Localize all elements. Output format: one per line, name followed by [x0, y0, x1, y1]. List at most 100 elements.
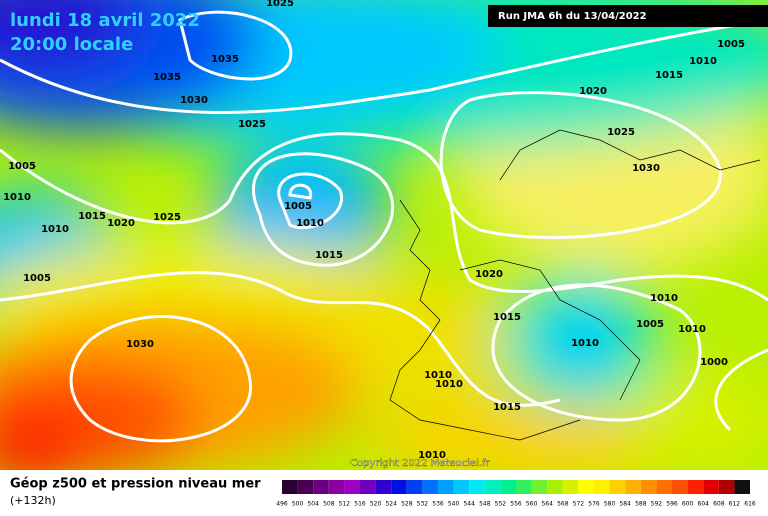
isobars	[0, 10, 768, 443]
footer-lead: (+132h)	[10, 494, 56, 507]
legend-swatch	[406, 480, 423, 494]
legend-swatch	[391, 480, 407, 494]
legend-label: 568	[557, 501, 569, 508]
legend-swatch	[562, 480, 579, 494]
legend-label: 536	[432, 501, 444, 508]
legend-label: 532	[417, 501, 429, 508]
legend-label: 512	[339, 501, 351, 508]
coastlines	[389, 129, 761, 441]
legend-label: 552	[495, 501, 507, 508]
isobar-label: 1015	[655, 70, 683, 81]
legend-swatch	[297, 480, 314, 494]
isobar-label: 1005	[8, 161, 36, 172]
isobar-label: 1005	[717, 39, 745, 50]
footer-title: Géop z500 et pression niveau mer	[10, 477, 261, 492]
legend-swatch	[594, 480, 610, 494]
isobar-label: 1010	[418, 450, 446, 461]
isobar-label: 1030	[126, 339, 154, 350]
legend-swatch	[609, 480, 626, 494]
legend-swatch	[375, 480, 392, 494]
isobar-label: 1005	[23, 273, 51, 284]
legend-swatch	[500, 480, 516, 494]
legend-label: 592	[651, 501, 663, 508]
isobar-label: 1010	[296, 218, 324, 229]
legend-label: 600	[682, 501, 694, 508]
field	[0, 0, 768, 470]
legend-label: 528	[401, 501, 413, 508]
legend-label: 548	[479, 501, 491, 508]
isobar-label: 1010	[689, 56, 717, 67]
legend-label: 544	[463, 501, 475, 508]
isobar-label: 1010	[424, 370, 452, 381]
isobar-label: 1010	[435, 379, 463, 390]
legend-swatch	[703, 480, 719, 494]
isobar-label: 1005	[284, 201, 312, 212]
legend-swatch	[422, 480, 438, 494]
legend-swatch	[640, 480, 657, 494]
legend-swatch	[282, 480, 298, 494]
legend-label: 604	[697, 501, 709, 508]
legend-swatch	[484, 480, 501, 494]
legend-label: 580	[604, 501, 616, 508]
isobar-label: 1020	[475, 269, 503, 280]
legend-swatch	[469, 480, 485, 494]
legend-swatch	[531, 480, 548, 494]
legend-label: 508	[323, 501, 335, 508]
isobar-label: 1035	[153, 72, 181, 83]
isobar-label: 1000	[700, 357, 728, 368]
isobar-label: 1020	[579, 86, 607, 97]
legend-swatch	[438, 480, 454, 494]
isobar-label: 1025	[607, 127, 635, 138]
legend-swatch	[313, 480, 329, 494]
legend-label: 596	[666, 501, 678, 508]
legend-swatch	[625, 480, 641, 494]
legend-swatch	[344, 480, 360, 494]
run-box	[488, 5, 768, 27]
legend-label: 608	[713, 501, 725, 508]
isobar-label: 1030	[180, 95, 208, 106]
legend-swatch	[578, 480, 594, 494]
legend-label: 516	[354, 501, 366, 508]
isobar-label: 1005	[636, 319, 664, 330]
isobar-label: 1025	[238, 119, 266, 130]
legend-label: 496	[276, 501, 288, 508]
isobar-label: 1035	[211, 54, 239, 65]
copyright: Copyright 2022 Meteociel.fr	[350, 458, 491, 469]
isobar-label: 1010	[571, 338, 599, 349]
legend-label: 540	[448, 501, 460, 508]
legend-swatch	[672, 480, 688, 494]
isobar-label: 1010	[3, 192, 31, 203]
isobar-label: 1020	[107, 218, 135, 229]
legend-label: 556	[510, 501, 522, 508]
isobar-label: 1025	[153, 212, 181, 223]
legend-label: 520	[370, 501, 382, 508]
date: lundi 18 avril 2022	[10, 10, 200, 31]
isobar-label: 1025	[266, 0, 294, 9]
legend-label: 560	[526, 501, 538, 508]
isobar-label: 1030	[632, 163, 660, 174]
legend-swatch	[328, 480, 345, 494]
legend-label: 500	[292, 501, 304, 508]
isobar-label: 1010	[678, 324, 706, 335]
legend-swatch	[516, 480, 532, 494]
isobar-label: 1015	[493, 402, 521, 413]
legend-swatch	[734, 480, 750, 494]
run: Run JMA 6h du 13/04/2022	[498, 11, 647, 22]
legend-swatch	[718, 480, 735, 494]
legend-swatch	[453, 480, 470, 494]
legend-swatch	[687, 480, 704, 494]
legend-label: 612	[729, 501, 741, 508]
legend-label: 616	[744, 501, 756, 508]
legend-label: 588	[635, 501, 647, 508]
time: 20:00 locale	[10, 34, 133, 55]
isobar-label: 1015	[315, 250, 343, 261]
legend-label: 524	[385, 501, 397, 508]
legend-label: 584	[619, 501, 631, 508]
legend-label: 564	[541, 501, 553, 508]
legend-label: 576	[588, 501, 600, 508]
isobar-label: 1010	[650, 293, 678, 304]
isobar-label: 1010	[41, 224, 69, 235]
legend-label: 572	[573, 501, 585, 508]
